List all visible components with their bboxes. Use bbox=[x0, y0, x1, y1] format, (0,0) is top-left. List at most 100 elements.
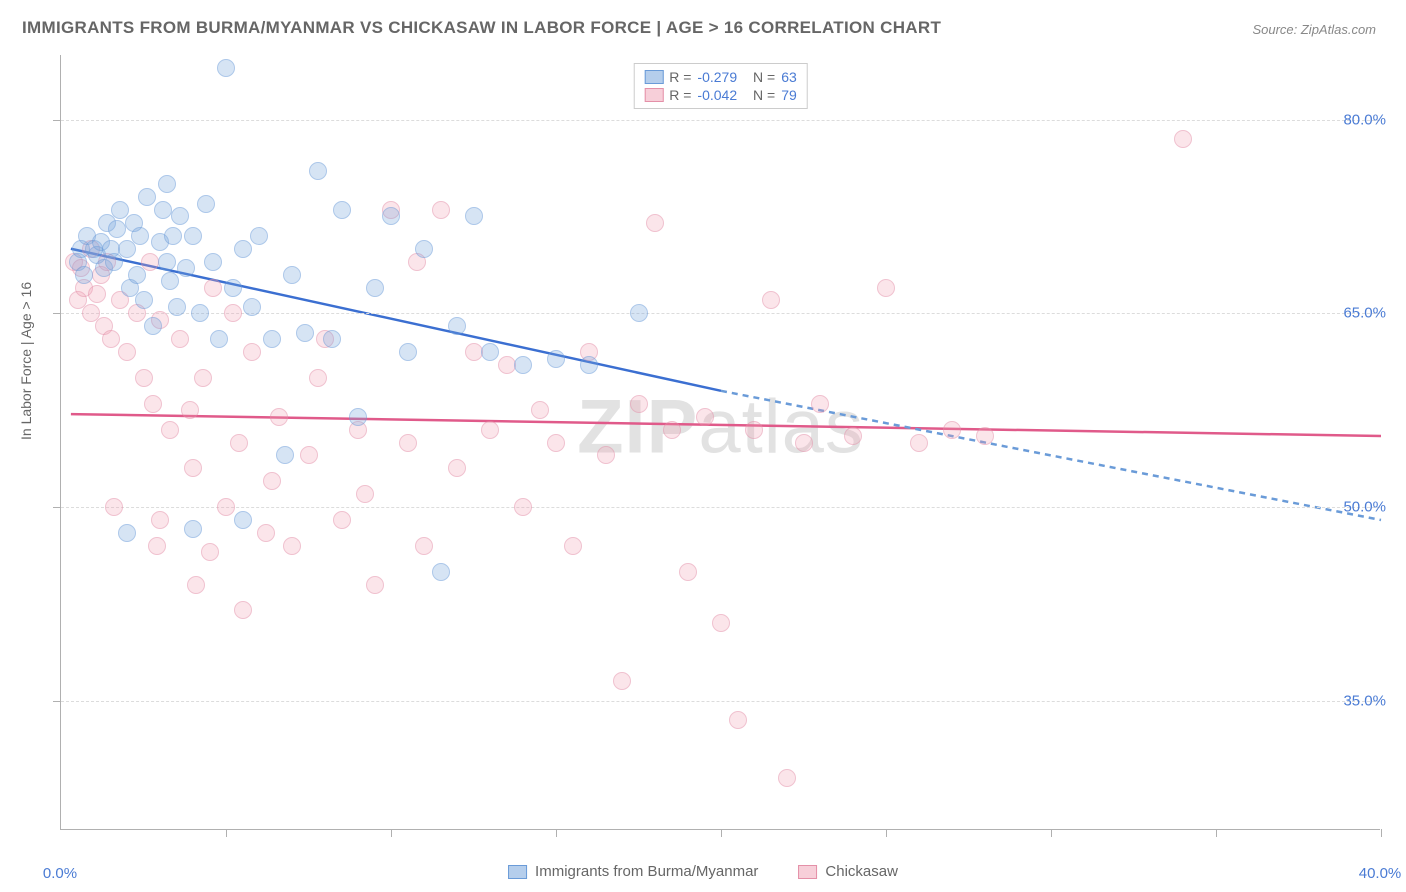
data-point-b bbox=[148, 537, 166, 555]
data-point-b bbox=[88, 285, 106, 303]
data-point-a bbox=[168, 298, 186, 316]
data-point-a bbox=[547, 350, 565, 368]
swatch-b-icon bbox=[644, 88, 663, 102]
data-point-a bbox=[263, 330, 281, 348]
series-a-name: Immigrants from Burma/Myanmar bbox=[535, 863, 758, 880]
data-point-a bbox=[158, 253, 176, 271]
data-point-a bbox=[154, 201, 172, 219]
n-label: N = bbox=[753, 87, 775, 103]
data-point-a bbox=[184, 227, 202, 245]
y-axis-label: In Labor Force | Age > 16 bbox=[18, 282, 34, 440]
data-point-b bbox=[630, 395, 648, 413]
data-point-b bbox=[135, 369, 153, 387]
data-point-a bbox=[323, 330, 341, 348]
data-point-b bbox=[432, 201, 450, 219]
data-point-b bbox=[399, 434, 417, 452]
data-point-b bbox=[762, 291, 780, 309]
data-point-a bbox=[204, 253, 222, 271]
data-point-b bbox=[448, 459, 466, 477]
data-point-a bbox=[296, 324, 314, 342]
data-point-b bbox=[514, 498, 532, 516]
data-point-b bbox=[745, 421, 763, 439]
data-point-b bbox=[283, 537, 301, 555]
n-value-a: 63 bbox=[781, 69, 797, 85]
data-point-b bbox=[366, 576, 384, 594]
data-point-a bbox=[309, 162, 327, 180]
gridline-h bbox=[61, 120, 1380, 121]
trend-lines bbox=[61, 55, 1380, 829]
data-point-b bbox=[309, 369, 327, 387]
data-point-a bbox=[217, 59, 235, 77]
data-point-b bbox=[171, 330, 189, 348]
data-point-a bbox=[171, 207, 189, 225]
data-point-a bbox=[131, 227, 149, 245]
data-point-b bbox=[729, 711, 747, 729]
data-point-b bbox=[597, 446, 615, 464]
gridline-h bbox=[61, 313, 1380, 314]
data-point-a bbox=[432, 563, 450, 581]
data-point-a bbox=[349, 408, 367, 426]
data-point-a bbox=[481, 343, 499, 361]
data-point-a bbox=[197, 195, 215, 213]
legend-stats-row-b: R = -0.042 N = 79 bbox=[644, 86, 797, 104]
data-point-b bbox=[263, 472, 281, 490]
data-point-a bbox=[128, 266, 146, 284]
ytick-label: 35.0% bbox=[1343, 692, 1386, 709]
swatch-b-icon bbox=[798, 865, 817, 879]
data-point-b bbox=[564, 537, 582, 555]
data-point-a bbox=[164, 227, 182, 245]
data-point-a bbox=[177, 259, 195, 277]
swatch-a-icon bbox=[508, 865, 527, 879]
data-point-a bbox=[234, 240, 252, 258]
r-value-b: -0.042 bbox=[697, 87, 737, 103]
data-point-b bbox=[976, 427, 994, 445]
data-point-b bbox=[333, 511, 351, 529]
data-point-a bbox=[224, 279, 242, 297]
data-point-a bbox=[144, 317, 162, 335]
data-point-b bbox=[547, 434, 565, 452]
data-point-a bbox=[75, 266, 93, 284]
legend-bottom: Immigrants from Burma/Myanmar Chickasaw bbox=[508, 863, 898, 880]
data-point-a bbox=[158, 175, 176, 193]
ytick-label: 80.0% bbox=[1343, 111, 1386, 128]
data-point-b bbox=[712, 614, 730, 632]
data-point-b bbox=[613, 672, 631, 690]
data-point-a bbox=[448, 317, 466, 335]
data-point-b bbox=[184, 459, 202, 477]
data-point-a bbox=[108, 220, 126, 238]
data-point-b bbox=[844, 427, 862, 445]
data-point-b bbox=[234, 601, 252, 619]
data-point-b bbox=[151, 511, 169, 529]
data-point-b bbox=[663, 421, 681, 439]
data-point-b bbox=[194, 369, 212, 387]
data-point-b bbox=[465, 343, 483, 361]
source-label: Source: ZipAtlas.com bbox=[1252, 22, 1376, 37]
data-point-a bbox=[118, 524, 136, 542]
ytick-label: 65.0% bbox=[1343, 305, 1386, 322]
data-point-a bbox=[234, 511, 252, 529]
data-point-a bbox=[465, 207, 483, 225]
data-point-a bbox=[250, 227, 268, 245]
data-point-a bbox=[210, 330, 228, 348]
data-point-a bbox=[399, 343, 417, 361]
data-point-a bbox=[184, 520, 202, 538]
data-point-b bbox=[811, 395, 829, 413]
data-point-b bbox=[679, 563, 697, 581]
data-point-a bbox=[580, 356, 598, 374]
data-point-b bbox=[204, 279, 222, 297]
legend-item-b: Chickasaw bbox=[798, 863, 898, 880]
data-point-b bbox=[910, 434, 928, 452]
data-point-b bbox=[102, 330, 120, 348]
data-point-b bbox=[498, 356, 516, 374]
data-point-b bbox=[257, 524, 275, 542]
legend-item-a: Immigrants from Burma/Myanmar bbox=[508, 863, 758, 880]
data-point-b bbox=[481, 421, 499, 439]
data-point-a bbox=[283, 266, 301, 284]
data-point-b bbox=[877, 279, 895, 297]
data-point-b bbox=[356, 485, 374, 503]
data-point-b bbox=[1174, 130, 1192, 148]
legend-stats-row-a: R = -0.279 N = 63 bbox=[644, 68, 797, 86]
data-point-b bbox=[105, 498, 123, 516]
r-value-a: -0.279 bbox=[697, 69, 737, 85]
data-point-b bbox=[187, 576, 205, 594]
